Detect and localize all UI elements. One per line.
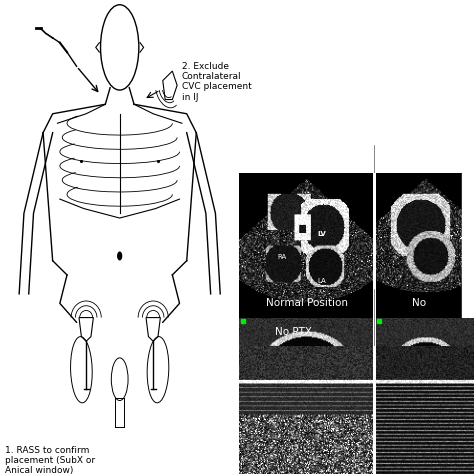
Text: 1. RASS to confirm
placement (SubX or
Anical window): 1. RASS to confirm placement (SubX or An… [5, 446, 95, 474]
Text: Ne: Ne [412, 154, 426, 164]
Text: Normal Position: Normal Position [266, 154, 348, 164]
Text: No PTX: No PTX [275, 327, 312, 337]
Text: Normal Position: Normal Position [266, 298, 348, 309]
Circle shape [118, 252, 122, 260]
Text: LA: LA [318, 278, 327, 284]
Text: 2. Exclude
Contralateral
CVC placement
in IJ: 2. Exclude Contralateral CVC placement i… [182, 62, 252, 102]
Text: No: No [412, 298, 426, 309]
Text: LV: LV [318, 231, 327, 237]
Bar [462, 173, 474, 318]
Text: RA: RA [277, 254, 287, 260]
